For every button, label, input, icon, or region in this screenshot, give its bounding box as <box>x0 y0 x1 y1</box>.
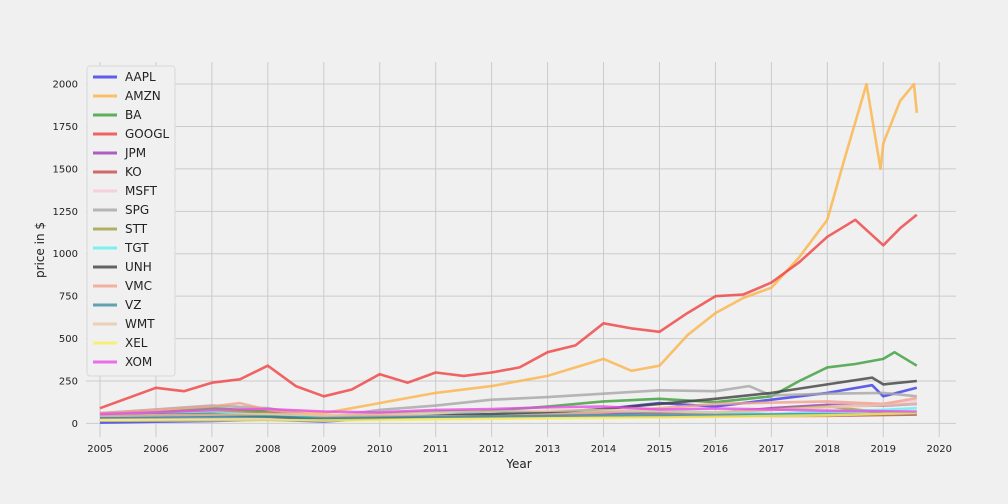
y-tick-label: 1500 <box>53 164 78 175</box>
x-tick-label: 2007 <box>199 444 224 455</box>
series-line-wmt <box>99 402 917 418</box>
x-axis-label: Year <box>505 457 531 471</box>
x-tick-label: 2008 <box>255 444 280 455</box>
legend-frame <box>86 65 176 377</box>
y-tick-label: 500 <box>59 334 78 345</box>
legend-label: WMT <box>125 317 155 331</box>
series-lines <box>99 82 919 424</box>
legend: AAPL AMZN BA GOOGL JPM KO MSFT SPG STT TGT UNH VMC V… <box>86 65 176 377</box>
legend-label: KO <box>125 165 142 179</box>
legend-label: MSFT <box>125 184 158 198</box>
legend-label: SPG <box>125 203 149 217</box>
series-line-xom <box>99 405 917 416</box>
legend-label: GOOGL <box>125 127 169 141</box>
y-tick-label: 250 <box>59 377 78 388</box>
legend-label: AAPL <box>125 70 156 84</box>
x-tick-label: 2009 <box>311 444 336 455</box>
y-tick-label: 1750 <box>53 122 78 133</box>
series-line-googl <box>99 213 918 410</box>
y-tick-label: 750 <box>59 292 78 303</box>
legend-label: JPM <box>124 146 146 160</box>
series-line-ba <box>99 350 918 419</box>
legend-label: VZ <box>125 298 141 312</box>
x-tick-label: 2018 <box>815 444 840 455</box>
grid <box>86 62 956 437</box>
legend-label: UNH <box>125 260 152 274</box>
series-line-amzn <box>100 82 919 418</box>
y-axis-label: price in $ <box>33 222 47 278</box>
x-tick-label: 2015 <box>647 444 672 455</box>
legend-label: AMZN <box>125 89 161 103</box>
x-tick-label: 2012 <box>479 444 504 455</box>
x-tick-label: 2014 <box>591 444 616 455</box>
legend-label: STT <box>125 222 148 236</box>
x-tick-label: 2005 <box>87 444 112 455</box>
legend-label: VMC <box>125 279 152 293</box>
series-line-vz <box>99 412 917 420</box>
x-tick-label: 2020 <box>926 444 951 455</box>
legend-label: XOM <box>125 355 152 369</box>
series-line-xel <box>99 411 917 422</box>
y-tick-label: 2000 <box>53 80 78 91</box>
x-tick-label: 2006 <box>143 444 168 455</box>
x-tick-label: 2017 <box>759 444 784 455</box>
y-tick-label: 0 <box>72 419 78 430</box>
y-tick-labels: 0 250 500 750 1000 1250 1500 1750 2000 <box>53 80 78 430</box>
x-tick-label: 2019 <box>871 444 896 455</box>
x-tick-labels: 2005 2006 2007 2008 2009 2010 2011 2012 2013 2014… <box>87 444 952 455</box>
y-tick-label: 1000 <box>53 249 78 260</box>
legend-label: BA <box>125 108 142 122</box>
y-tick-label: 1250 <box>53 207 78 218</box>
x-tick-label: 2011 <box>423 444 448 455</box>
x-tick-label: 2013 <box>535 444 560 455</box>
legend-label: XEL <box>125 336 148 350</box>
legend-label: TGT <box>124 241 149 255</box>
x-tick-label: 2016 <box>703 444 728 455</box>
x-tick-label: 2010 <box>367 444 392 455</box>
